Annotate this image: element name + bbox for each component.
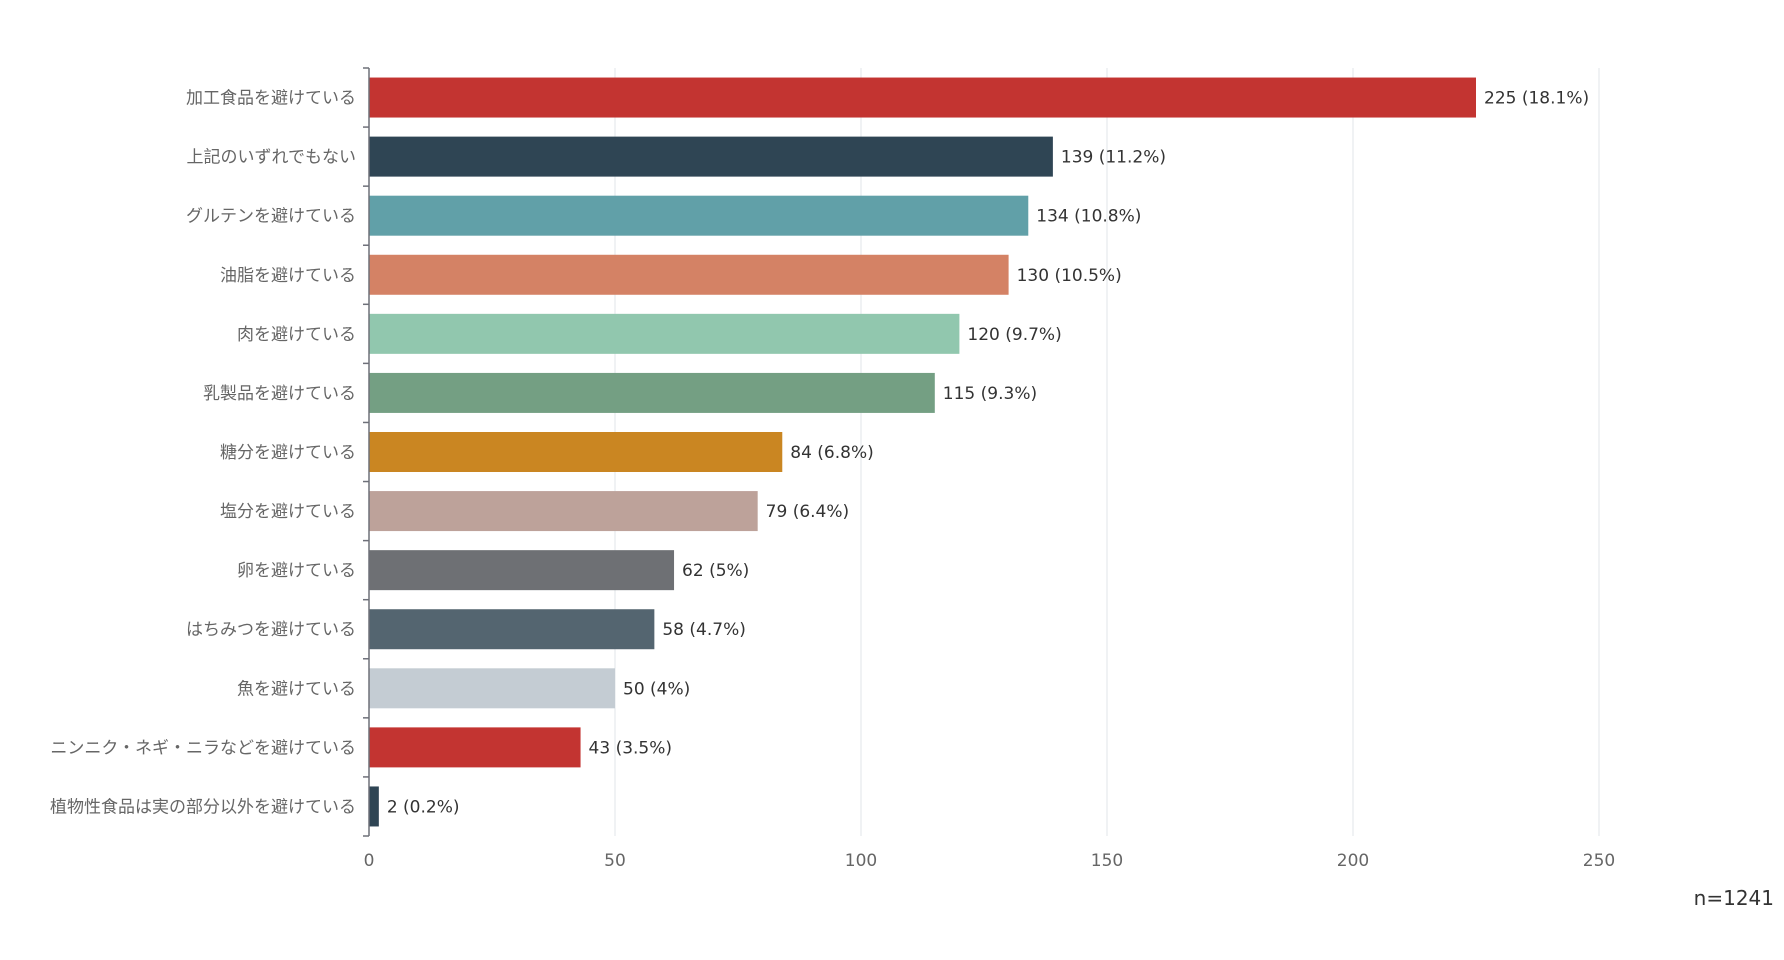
- sample-size-label: n=1241: [1694, 886, 1774, 910]
- data-label: 130 (10.5%): [1017, 266, 1122, 286]
- data-label: 50 (4%): [623, 679, 690, 699]
- category-label: 乳製品を避けている: [203, 384, 356, 404]
- data-label: 79 (6.4%): [766, 502, 850, 522]
- category-label: 糖分を避けている: [220, 443, 356, 463]
- category-label: 肉を避けている: [237, 325, 356, 345]
- x-tick-label: 200: [1337, 851, 1369, 871]
- bar[interactable]: [369, 727, 581, 768]
- category-label: 加工食品を避けている: [186, 89, 356, 109]
- category-label: 上記のいずれでもない: [187, 148, 357, 168]
- bar[interactable]: [369, 550, 675, 591]
- bar[interactable]: [369, 491, 758, 532]
- category-label: 魚を避けている: [237, 679, 356, 699]
- bar[interactable]: [369, 136, 1053, 177]
- bar[interactable]: [369, 372, 935, 413]
- category-label: 植物性食品は実の部分以外を避けている: [50, 797, 356, 817]
- data-label: 139 (11.2%): [1061, 148, 1166, 168]
- category-label: ニンニク・ネギ・ニラなどを避けている: [50, 738, 356, 758]
- x-tick-label: 250: [1583, 851, 1615, 871]
- data-label: 84 (6.8%): [790, 443, 874, 463]
- data-label: 43 (3.5%): [589, 738, 673, 758]
- bars: [369, 77, 1476, 827]
- x-tick-label: 50: [604, 851, 626, 871]
- category-label: グルテンを避けている: [186, 207, 356, 227]
- axes: [363, 67, 370, 837]
- category-label: 油脂を避けている: [220, 266, 356, 286]
- bar[interactable]: [369, 77, 1476, 118]
- data-label: 58 (4.7%): [662, 620, 746, 640]
- bar[interactable]: [369, 195, 1029, 236]
- category-label: はちみつを避けている: [186, 620, 356, 640]
- bar[interactable]: [369, 432, 783, 472]
- data-label: 134 (10.8%): [1036, 207, 1141, 227]
- labels: 0 50 100 150 200 250 加工食品を避けている 225 (18.1%) 上記のい…: [50, 89, 1615, 871]
- data-label: 115 (9.3%): [943, 384, 1037, 404]
- data-label: 2 (0.2%): [387, 797, 460, 817]
- bar[interactable]: [369, 254, 1009, 295]
- category-label: 卵を避けている: [237, 561, 356, 581]
- data-label: 62 (5%): [682, 561, 749, 581]
- x-tick-label: 0: [364, 851, 375, 871]
- x-tick-label: 150: [1091, 851, 1123, 871]
- category-label: 塩分を避けている: [220, 502, 356, 522]
- data-label: 225 (18.1%): [1484, 89, 1589, 109]
- bar[interactable]: [369, 668, 615, 709]
- data-label: 120 (9.7%): [967, 325, 1061, 345]
- bar[interactable]: [369, 786, 379, 827]
- bar[interactable]: [369, 609, 655, 650]
- x-tick-label: 100: [845, 851, 877, 871]
- bar[interactable]: [369, 313, 960, 354]
